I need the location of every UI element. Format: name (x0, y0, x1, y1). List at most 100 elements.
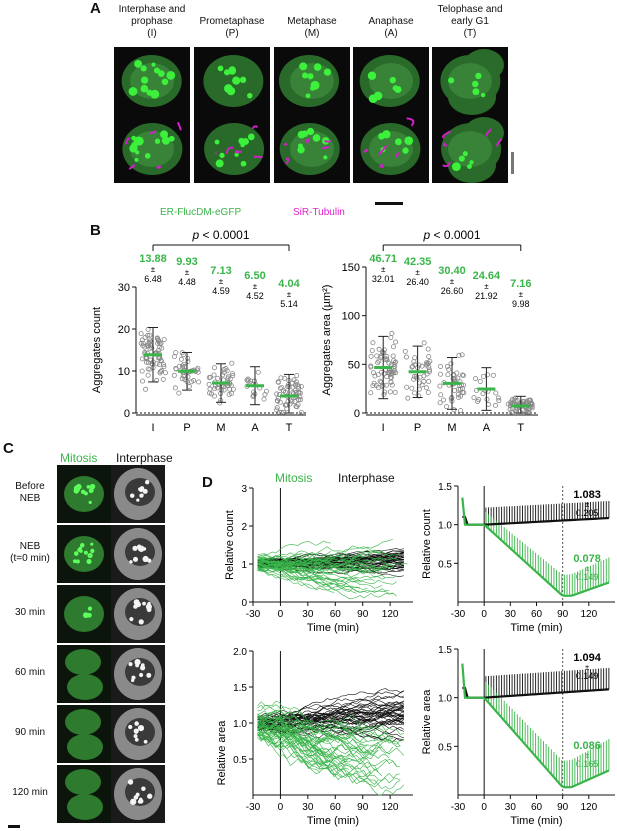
x-tick-label: I (151, 422, 154, 434)
data-point (214, 385, 220, 391)
panel-c-header-mitosis: Mitosis (60, 451, 98, 465)
data-point (493, 390, 499, 396)
mitosis-trace (257, 558, 408, 569)
data-point (440, 397, 446, 403)
interphase-mean-line (462, 686, 609, 699)
mean-label: 9.93 (176, 256, 197, 268)
sd-label: 6.48 (144, 274, 162, 284)
data-point (490, 372, 496, 378)
data-point (298, 409, 304, 415)
y-tick-label: 1.0 (438, 694, 452, 705)
aggregate (168, 135, 175, 142)
data-point (446, 367, 452, 373)
pm-sign: ± (585, 500, 590, 509)
data-point (411, 376, 417, 382)
timepoint-line1: Before (15, 481, 45, 492)
data-point (296, 396, 302, 402)
data-point (212, 386, 218, 392)
data-point (278, 409, 284, 415)
aggregate (134, 59, 143, 68)
microtubule (124, 137, 131, 145)
data-point (211, 372, 217, 378)
pm-sign: ± (185, 268, 190, 277)
aggregate (323, 68, 332, 76)
data-point (139, 368, 145, 374)
cell-body (204, 123, 265, 175)
aggregate (305, 93, 311, 99)
data-point (455, 375, 461, 381)
data-point (480, 391, 486, 397)
nucleus (369, 131, 413, 167)
data-point (255, 369, 261, 375)
mitosis-trace (257, 556, 361, 589)
aggregate (134, 136, 144, 146)
caption-er-fluc: ER-FlucDM-eGFP (160, 207, 242, 218)
mitosis-trace (257, 556, 379, 568)
pm-sign: ± (151, 265, 156, 274)
aggregate (141, 786, 146, 792)
data-point (477, 378, 483, 384)
aggregate (90, 548, 95, 554)
data-point (448, 396, 454, 402)
timepoint-label: 30 min (4, 607, 56, 619)
microtubule (226, 146, 234, 154)
aggregate (154, 138, 161, 144)
aggregate (298, 143, 303, 149)
mitosis-trace (257, 704, 379, 756)
x-tick-label: 60 (330, 609, 342, 620)
data-point (456, 394, 462, 400)
aggregate (367, 71, 377, 80)
timelapse-mitosis-1 (57, 525, 111, 583)
aggregate (215, 159, 224, 168)
microtubule (253, 155, 263, 159)
mitosis-trace (257, 553, 393, 571)
relative-area-mean-chart: -30 0 30 60 90 120 0.5 1.0 1.5 Time (min) Relative… (421, 645, 615, 827)
timepoint-label: 90 min (4, 727, 56, 739)
data-point (293, 403, 299, 409)
data-point (368, 353, 374, 359)
data-point (416, 362, 422, 368)
mean-label: 7.16 (510, 278, 531, 290)
data-point (196, 379, 202, 385)
data-point (392, 389, 398, 395)
aggregate (89, 483, 96, 490)
aggregate (132, 545, 138, 551)
aggregate (467, 164, 472, 169)
scale-bar-vertical (511, 152, 514, 174)
stage-header-3: Anaphase (A) (351, 16, 431, 40)
stage-header-4: Telophase and early G1 (T) (430, 4, 510, 40)
stage-header-2: Metaphase (M) (272, 16, 352, 40)
aggregate (135, 792, 140, 797)
data-point (437, 371, 443, 377)
aggregate (161, 78, 169, 86)
micrograph-green-4 (432, 47, 508, 115)
timepoint-line1: 90 min (14, 727, 45, 738)
x-tick-label: P (414, 422, 421, 434)
aggregate (240, 160, 247, 167)
data-point (445, 372, 451, 378)
microtubule (285, 157, 290, 165)
data-point (145, 332, 151, 338)
data-point (226, 391, 232, 397)
y-tick-label: 30 (118, 282, 130, 294)
data-point (454, 370, 460, 376)
mitosis-trace (257, 733, 383, 776)
nucleus (125, 478, 155, 506)
y-axis-label: Relative area (421, 689, 433, 755)
stage-header-0: Interphase and prophase (I) (112, 4, 192, 40)
data-point (185, 358, 191, 364)
pm-sign: ± (585, 751, 590, 760)
data-point (455, 392, 461, 398)
data-point (419, 363, 425, 369)
y-tick-label: 0 (354, 408, 360, 420)
data-point (371, 370, 377, 376)
daughter-cell (65, 649, 101, 675)
data-point (251, 393, 257, 399)
data-point (411, 373, 417, 379)
aggregate (228, 67, 237, 75)
aggregate (161, 136, 170, 145)
microtubule (394, 152, 400, 159)
mitosis-trace (257, 733, 320, 775)
aggregate (128, 86, 138, 96)
microtubule (234, 149, 243, 154)
